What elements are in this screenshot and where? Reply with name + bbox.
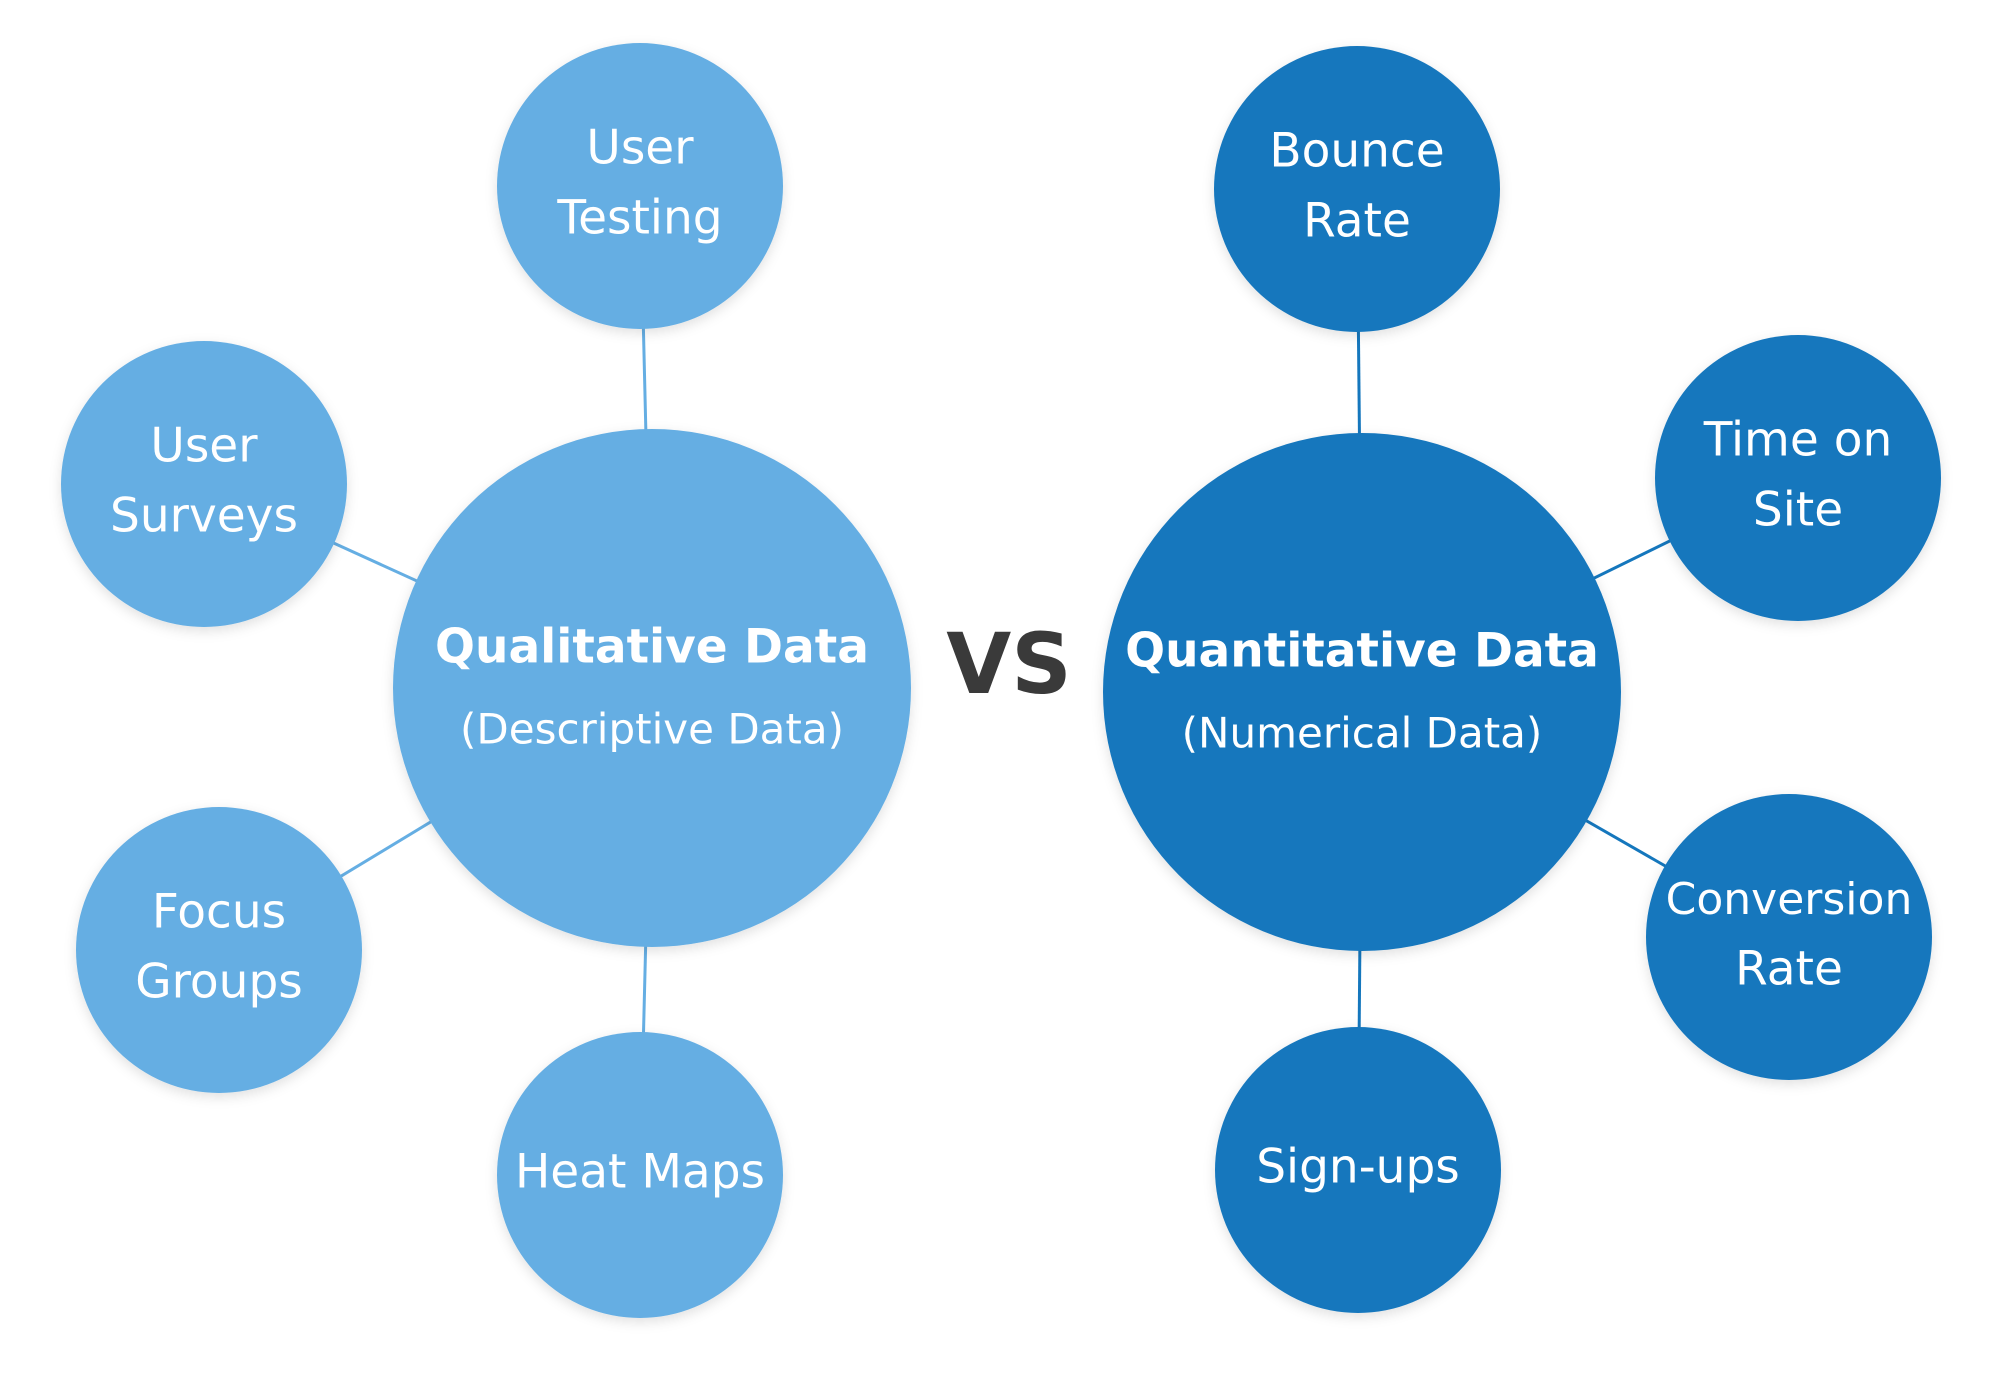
vs-label: VS bbox=[946, 615, 1072, 713]
node-circle bbox=[497, 1032, 783, 1318]
node-circle bbox=[76, 807, 362, 1093]
hub-circle bbox=[1103, 433, 1621, 951]
node-label: Surveys bbox=[110, 489, 298, 544]
hub-title: Qualitative Data bbox=[435, 620, 869, 675]
node-label: Testing bbox=[556, 191, 722, 246]
node-label: User bbox=[586, 121, 694, 176]
node-circle bbox=[1215, 1027, 1501, 1313]
node-circle bbox=[497, 43, 783, 329]
node-label: Conversion bbox=[1666, 874, 1913, 925]
hub-subtitle: (Descriptive Data) bbox=[460, 705, 844, 754]
hub-subtitle: (Numerical Data) bbox=[1182, 709, 1543, 758]
node-label: Sign-ups bbox=[1256, 1140, 1460, 1195]
node-label: Focus bbox=[152, 885, 286, 940]
node-circle bbox=[1214, 46, 1500, 332]
node-label: Time on bbox=[1703, 413, 1893, 468]
node-label: Heat Maps bbox=[515, 1145, 765, 1200]
node-circle bbox=[61, 341, 347, 627]
hub-circle bbox=[393, 429, 911, 947]
node-label: User bbox=[150, 419, 258, 474]
node-label: Bounce bbox=[1269, 124, 1444, 179]
node-circle bbox=[1655, 335, 1941, 621]
node-label: Groups bbox=[135, 955, 303, 1010]
node-circle bbox=[1646, 794, 1932, 1080]
hub-title: Quantitative Data bbox=[1125, 624, 1599, 679]
node-label: Rate bbox=[1303, 194, 1411, 249]
node-label: Site bbox=[1753, 483, 1843, 538]
node-label: Rate bbox=[1735, 942, 1843, 997]
